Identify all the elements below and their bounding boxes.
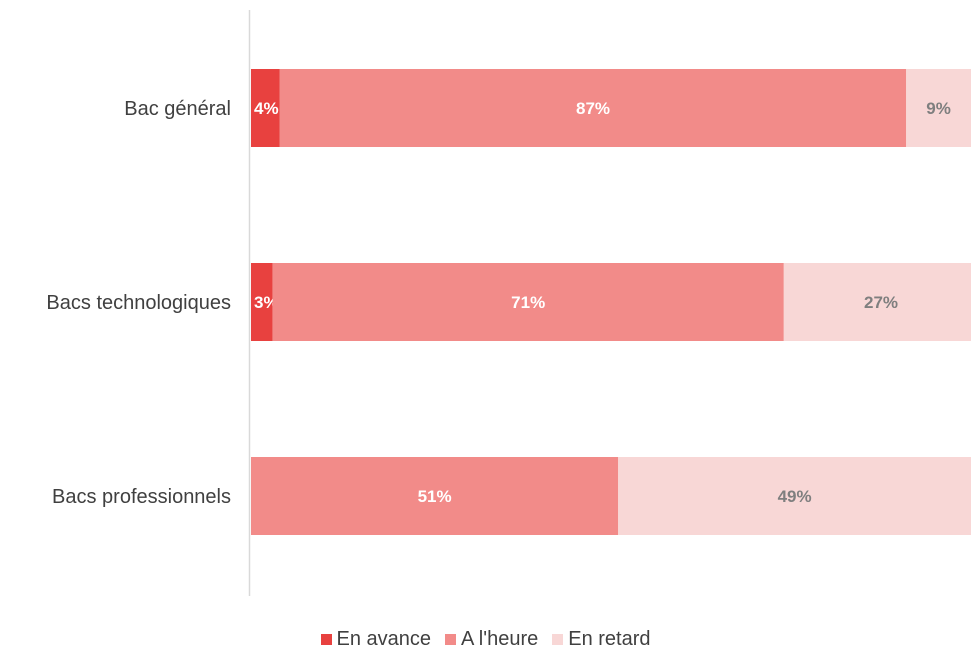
data-label: 9% — [926, 99, 951, 118]
legend-item: A l'heure — [445, 628, 538, 651]
legend-item: En retard — [552, 628, 651, 651]
category-labels: Bac général Bacs technologiques Bacs profe… — [46, 98, 231, 508]
legend-swatch — [552, 634, 564, 645]
legend: En avance A l'heure En retard — [0, 628, 971, 651]
data-label: 4% — [254, 99, 279, 118]
category-label: Bac général — [124, 98, 231, 120]
category-label: Bacs professionnels — [52, 486, 231, 508]
legend-label: En avance — [336, 628, 432, 650]
stacked-bar-chart: 4% 87% 9% 3% 71% 27% 51% 49% Bac général Bacs te… — [46, 10, 971, 596]
bar-segment — [272, 263, 784, 341]
data-label: 87% — [576, 99, 610, 118]
bars-group: 4% 87% 9% 3% 71% 27% 51% 49% — [251, 69, 971, 535]
bar-segment — [279, 69, 907, 147]
legend-label: A l'heure — [461, 628, 539, 650]
data-label: 3% — [254, 293, 279, 312]
bar-segment — [251, 69, 280, 147]
bar-segment — [251, 263, 273, 341]
legend-item: En avance — [320, 628, 432, 651]
category-label: Bacs technologiques — [46, 292, 231, 314]
bar-segment — [906, 69, 971, 147]
data-label: 27% — [864, 293, 898, 312]
data-label: 71% — [511, 293, 545, 312]
data-label: 51% — [418, 487, 452, 506]
bar-segment — [251, 457, 619, 535]
legend-swatch — [445, 634, 457, 645]
legend-swatch — [320, 634, 332, 645]
legend-label: En retard — [568, 628, 651, 650]
bar-segment — [783, 263, 971, 341]
bar-segment — [618, 457, 971, 535]
data-label: 49% — [778, 487, 812, 506]
